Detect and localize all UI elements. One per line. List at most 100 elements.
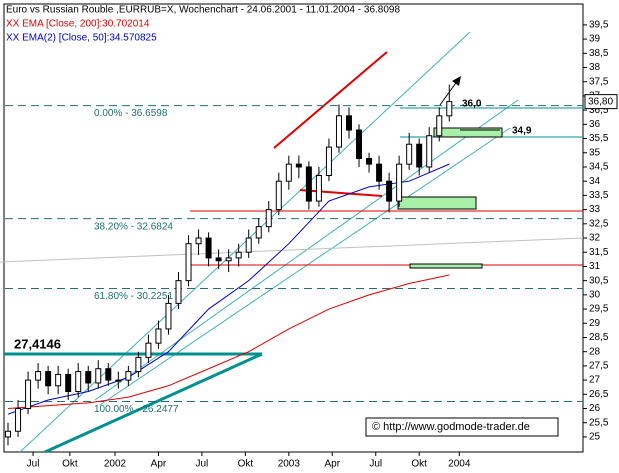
annotation: 34,9 xyxy=(512,126,532,137)
candle-body xyxy=(95,368,102,384)
y-tick-label: 28,5 xyxy=(589,332,609,343)
candle-body xyxy=(15,408,22,432)
y-tick-label: 28 xyxy=(589,346,601,357)
y-tick-label: 36,5 xyxy=(589,105,609,116)
zone xyxy=(433,127,503,138)
candle-body xyxy=(145,342,152,358)
y-tick-label: 32,5 xyxy=(589,218,609,229)
candle-body xyxy=(396,163,403,202)
fib-label: 38.20% - 32.6824 xyxy=(94,221,173,232)
candle-body xyxy=(45,371,52,387)
y-tick-label: 26,5 xyxy=(589,389,609,400)
candle-body xyxy=(416,143,423,168)
trend-line xyxy=(299,189,383,197)
copyright-box xyxy=(365,417,559,437)
candle-body xyxy=(245,237,252,253)
trend-line xyxy=(273,51,388,149)
candle-body xyxy=(255,226,262,239)
candle-body xyxy=(356,129,363,159)
candle-body xyxy=(205,237,212,259)
trend-line xyxy=(44,352,263,454)
y-tick-label: 34,5 xyxy=(589,162,609,173)
candle-body xyxy=(75,371,82,392)
y-tick-label: 39 xyxy=(589,34,601,45)
price-tag xyxy=(584,94,618,110)
trend-line xyxy=(99,127,511,406)
candle-body xyxy=(285,163,292,182)
y-tick-label: 27,5 xyxy=(589,361,609,372)
candle-body xyxy=(386,180,393,202)
candle-body xyxy=(366,157,373,165)
y-tick-label: 36 xyxy=(589,119,601,130)
y-tick-label: 35,5 xyxy=(589,133,609,144)
y-tick-label: 34 xyxy=(589,176,601,187)
x-tick-label: 2003 xyxy=(278,459,301,470)
candle-body xyxy=(235,251,242,259)
candle-body xyxy=(185,243,192,282)
fib-label: 100.00% - 26.2477 xyxy=(94,404,179,415)
trend-line xyxy=(19,31,471,453)
y-tick-label: 27 xyxy=(589,375,601,386)
candle-body xyxy=(335,115,342,148)
candle-body xyxy=(135,356,142,373)
candle-body xyxy=(225,257,232,262)
x-tick-label: Jul xyxy=(196,459,209,470)
y-tick-label: 39,5 xyxy=(589,20,609,31)
x-tick-label: Apr xyxy=(151,459,167,470)
x-tick-label: Okt xyxy=(238,459,254,470)
decorations xyxy=(0,31,584,454)
ema-line xyxy=(7,274,450,410)
y-tick-label: 25,5 xyxy=(589,417,609,428)
candle-body xyxy=(85,371,92,384)
arrow-head xyxy=(452,76,461,86)
candle-body xyxy=(25,379,32,410)
annotation: 36,0 xyxy=(462,99,482,110)
y-tick-label: 38 xyxy=(589,62,601,73)
candle-body xyxy=(115,379,122,382)
candle-body xyxy=(65,373,72,392)
candle-body xyxy=(195,237,202,245)
candle-body xyxy=(155,328,162,344)
annotation: © http://www.godmode-trader.de xyxy=(372,421,530,433)
candle-body xyxy=(426,135,433,168)
candle-body xyxy=(265,209,272,228)
y-tick-label: 31,5 xyxy=(589,247,609,258)
ema-line xyxy=(7,163,450,415)
y-tick-label: 29,5 xyxy=(589,304,609,315)
x-tick-label: Apr xyxy=(324,459,340,470)
y-tick-label: 31 xyxy=(589,261,601,272)
fib-label: 61.80% - 30.2251 xyxy=(94,291,173,302)
x-tick-label: Jul xyxy=(369,459,382,470)
zone xyxy=(397,196,477,210)
candle-body xyxy=(436,115,443,137)
y-tick-label: 33 xyxy=(589,204,601,215)
candle-body xyxy=(406,143,413,165)
candle-body xyxy=(125,371,132,381)
candle-body xyxy=(215,257,222,262)
candle-body xyxy=(315,175,322,202)
trend-line xyxy=(94,99,519,401)
candle-body xyxy=(305,166,312,202)
price-tag-label: 36,80 xyxy=(588,96,613,107)
zone xyxy=(409,263,483,269)
y-tick-label: 29 xyxy=(589,318,601,329)
y-tick-label: 35 xyxy=(589,147,601,158)
candle-body xyxy=(376,163,383,182)
candle-body xyxy=(175,280,182,304)
candle-body xyxy=(325,146,332,177)
x-tick-label: 2004 xyxy=(448,459,471,470)
y-tick-label: 30,5 xyxy=(589,275,609,286)
y-tick-label: 25 xyxy=(589,432,601,443)
candle-body xyxy=(55,373,62,387)
chart-title: Euro vs Russian Rouble ,EURRUB=X, Wochen… xyxy=(6,5,400,16)
candle-body xyxy=(5,430,12,438)
candle-body xyxy=(275,180,282,211)
candle-body xyxy=(446,101,453,117)
y-tick-label: 38,5 xyxy=(589,48,609,59)
y-tick-label: 26 xyxy=(589,403,601,414)
legend-entry: XX EMA [Close, 200]:30.702014 xyxy=(6,19,150,30)
x-tick-label: Okt xyxy=(62,459,78,470)
plot-frame xyxy=(3,3,584,453)
candle-body xyxy=(35,371,42,381)
